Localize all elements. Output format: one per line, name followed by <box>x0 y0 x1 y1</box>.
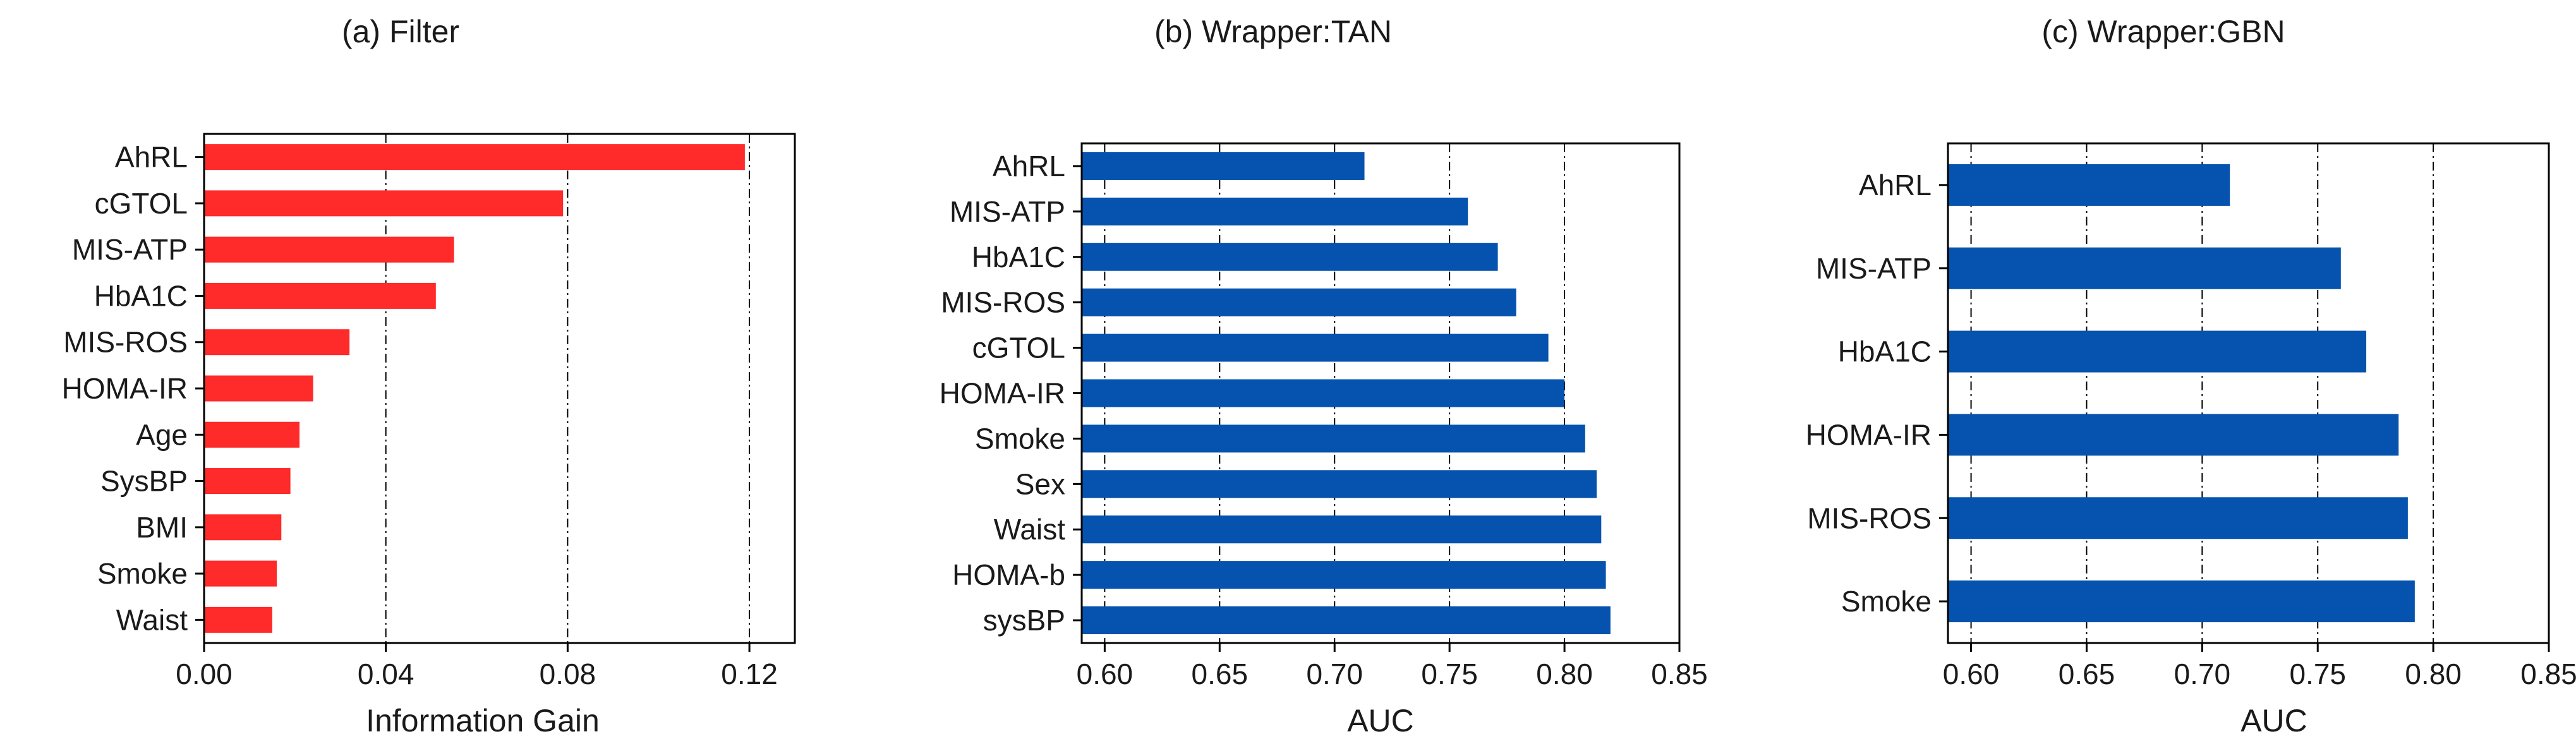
category-label: sysBP <box>983 604 1065 637</box>
bars <box>204 144 745 633</box>
chart-title: (c) Wrapper:GBN <box>2041 14 2285 49</box>
category-label: HbA1C <box>94 279 188 312</box>
category-labels: AhRL MIS-ATP HbA1C MIS-ROS cGTOL HOMA-IR Smoke… <box>940 150 1082 637</box>
category-label: MIS-ATP <box>950 195 1065 228</box>
x-tick-label: 0.70 <box>2174 658 2231 690</box>
x-tick-label: 0.12 <box>721 658 778 690</box>
plot-frame <box>1947 142 2550 644</box>
bar <box>204 606 272 633</box>
bar <box>1082 561 1606 589</box>
category-label: MIS-ROS <box>63 326 188 359</box>
x-axis-label: AUC <box>1347 703 1414 738</box>
chart-panel-filter: (a) Filter AhRL cGTOL MIS-ATP HbA1C MIS-ROS H… <box>62 14 796 738</box>
bar <box>204 329 350 356</box>
x-ticks: 0.60 0.65 0.70 0.75 0.80 0.85 <box>1077 643 1708 690</box>
category-label: HOMA-b <box>952 558 1065 591</box>
category-label: HbA1C <box>972 241 1065 273</box>
bars <box>1948 164 2415 623</box>
bar <box>1082 515 1602 544</box>
bar <box>1948 497 2408 539</box>
category-label: AhRL <box>1859 169 1932 201</box>
category-label: MIS-ROS <box>941 286 1065 319</box>
bar <box>1948 414 2399 456</box>
x-tick-label: 0.08 <box>540 658 596 690</box>
x-tick-label: 0.00 <box>176 658 233 690</box>
x-tick-label: 0.80 <box>1536 658 1593 690</box>
category-label: MIS-ATP <box>72 233 188 266</box>
bar <box>204 236 454 263</box>
bar <box>1948 330 2367 373</box>
bar <box>1082 152 1365 180</box>
bar <box>1082 424 1585 453</box>
chart-panel-wrapper-tan: (b) Wrapper:TAN AhRL MIS-ATP HbA1C MIS-ROS c… <box>940 14 1708 738</box>
x-tick-label: 0.85 <box>2520 658 2576 690</box>
category-label: Waist <box>994 513 1066 546</box>
x-tick-label: 0.75 <box>1421 658 1478 690</box>
bar <box>1082 243 1498 271</box>
category-label: AhRL <box>993 150 1065 183</box>
category-label: Sex <box>1015 467 1065 500</box>
bar <box>1082 288 1516 316</box>
category-label: Smoke <box>975 422 1065 455</box>
category-label: HOMA-IR <box>1806 418 1932 451</box>
bar <box>1082 197 1468 225</box>
category-label: cGTOL <box>95 187 188 220</box>
category-label: SysBP <box>100 465 188 498</box>
x-ticks: 0.00 0.04 0.08 0.12 <box>176 643 778 690</box>
category-labels: AhRL cGTOL MIS-ATP HbA1C MIS-ROS HOMA-IR Age Sy… <box>62 141 204 636</box>
x-tick-label: 0.04 <box>358 658 414 690</box>
x-tick-label: 0.70 <box>1306 658 1363 690</box>
category-label: Smoke <box>97 557 188 590</box>
bar <box>1082 333 1549 362</box>
category-label: AhRL <box>115 141 188 174</box>
category-label: Waist <box>116 603 188 636</box>
chart-title: (b) Wrapper:TAN <box>1154 14 1392 49</box>
category-labels: AhRL MIS-ATP HbA1C HOMA-IR MIS-ROS Smoke <box>1806 169 1948 618</box>
bar <box>204 560 277 587</box>
x-tick-label: 0.65 <box>2059 658 2115 690</box>
bar <box>1082 470 1597 498</box>
bar <box>204 514 282 541</box>
x-ticks: 0.60 0.65 0.70 0.75 0.80 0.85 <box>1943 643 2576 690</box>
category-label: Age <box>136 418 188 451</box>
chart-title: (a) Filter <box>342 14 459 49</box>
bar <box>204 468 291 495</box>
x-tick-label: 0.60 <box>1943 658 2000 690</box>
bar <box>204 190 564 217</box>
bar <box>1948 247 2341 289</box>
category-label: MIS-ROS <box>1807 502 1932 534</box>
category-label: cGTOL <box>972 332 1065 364</box>
gridlines <box>1970 143 2549 643</box>
category-label: HOMA-IR <box>940 377 1065 410</box>
category-label: HbA1C <box>1838 335 1932 368</box>
category-label: HOMA-IR <box>62 372 188 405</box>
category-label: MIS-ATP <box>1816 252 1932 285</box>
bar <box>204 375 313 402</box>
x-tick-label: 0.60 <box>1077 658 1134 690</box>
x-tick-label: 0.75 <box>2289 658 2346 690</box>
bar <box>1948 580 2415 623</box>
bar <box>1948 164 2230 206</box>
chart-panel-wrapper-gbn: (c) Wrapper:GBN AhRL MIS-ATP HbA1C HOMA-IR M… <box>1806 14 2576 738</box>
x-axis-label: AUC <box>2240 703 2307 738</box>
x-tick-label: 0.65 <box>1192 658 1249 690</box>
bar <box>204 421 300 448</box>
bar <box>1082 606 1611 635</box>
category-label: BMI <box>136 511 188 544</box>
bar <box>204 144 745 171</box>
x-tick-label: 0.85 <box>1651 658 1708 690</box>
category-label: Smoke <box>1841 585 1932 618</box>
bars <box>1082 152 1611 635</box>
bar <box>204 282 436 309</box>
x-axis-label: Information Gain <box>366 703 600 738</box>
x-tick-label: 0.80 <box>2405 658 2462 690</box>
bar <box>1082 379 1565 407</box>
